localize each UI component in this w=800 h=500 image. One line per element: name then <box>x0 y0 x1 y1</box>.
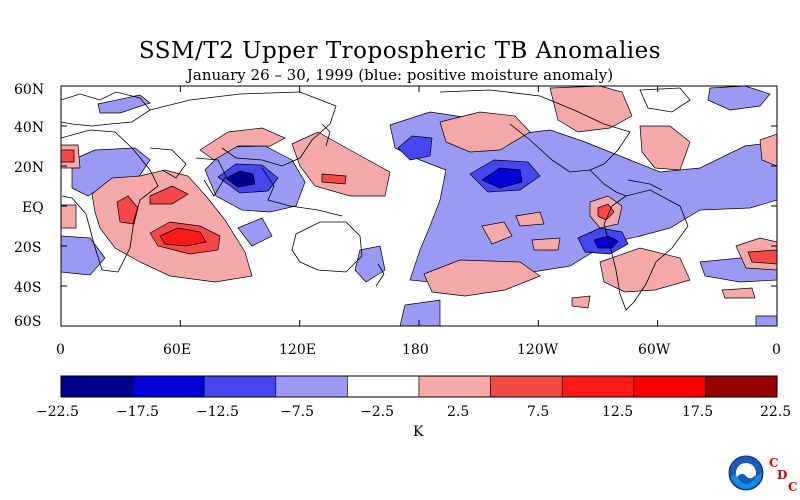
red-region <box>149 185 189 205</box>
lon-label: 120W <box>517 342 559 358</box>
colorbar-swatch <box>490 375 563 398</box>
noaa-logo[interactable] <box>728 455 764 491</box>
colorbar-tick-label: −22.5 <box>36 404 79 420</box>
blue-region <box>397 135 433 161</box>
blue-region <box>97 94 151 114</box>
lon-label: 0 <box>772 342 781 358</box>
anomaly-field <box>61 86 777 326</box>
blue-region <box>593 235 619 249</box>
cdc-letter: C <box>769 456 779 470</box>
lat-label: 20S <box>14 240 42 256</box>
red-region <box>549 86 633 133</box>
red-region <box>321 173 347 185</box>
map-title: SSM/T2 Upper Tropospheric TB Anomalies <box>138 38 662 64</box>
colorbar-tick-label: 22.5 <box>760 404 792 420</box>
red-region <box>61 149 75 163</box>
red-region <box>61 204 77 229</box>
caribbean-outline <box>627 179 663 191</box>
lat-label: 20N <box>14 160 45 176</box>
colorbar-tick-label: 7.5 <box>527 404 550 420</box>
red-region <box>597 203 615 221</box>
lat-label: EQ <box>22 200 44 216</box>
colorbar-tick-label: −17.5 <box>116 404 159 420</box>
red-region <box>531 237 561 251</box>
blue-region <box>354 245 386 283</box>
india-outline <box>195 157 227 197</box>
red-region <box>515 211 545 227</box>
africa-outline <box>61 129 159 273</box>
colorbar-tick-label: −7.5 <box>280 404 314 420</box>
japan-outline <box>321 123 331 147</box>
new-zealand-outline <box>375 263 385 287</box>
colorbar-tick-label: 2.5 <box>447 404 470 420</box>
se-asia-outline <box>261 167 343 217</box>
colorbar-tick-label: 17.5 <box>682 404 714 420</box>
colorbar-swatch <box>705 375 778 398</box>
lat-label: 40S <box>14 280 42 296</box>
blue-region <box>237 217 273 247</box>
blue-region <box>707 86 771 111</box>
blue-region <box>399 299 441 326</box>
red-region <box>571 295 591 309</box>
red-region <box>423 259 541 297</box>
red-region <box>199 127 286 161</box>
south-america-outline <box>603 189 689 311</box>
lon-label: 60E <box>163 342 192 358</box>
lat-label: 60S <box>14 314 42 330</box>
lat-label: 60N <box>14 82 45 98</box>
central-america-outline <box>589 169 627 197</box>
map-frame <box>60 85 778 327</box>
red-region <box>291 131 391 197</box>
colorbar-swatch <box>633 375 706 398</box>
red-region <box>481 221 513 245</box>
lon-label: 0 <box>56 342 65 358</box>
cdc-letter: C <box>788 480 798 494</box>
lon-label: 60W <box>638 342 671 358</box>
lon-label: 180 <box>402 342 429 358</box>
lat-label: 40N <box>14 120 45 136</box>
coastlines <box>61 87 691 311</box>
red-region <box>759 133 777 167</box>
red-region <box>159 227 207 247</box>
red-region <box>721 287 756 299</box>
greenland-outline <box>639 87 691 113</box>
lon-label: 120E <box>279 342 316 358</box>
blue-region <box>389 111 777 283</box>
colorbar-tick-label: −12.5 <box>196 404 239 420</box>
blue-region <box>755 315 777 326</box>
colorbar-swatch <box>203 375 277 398</box>
colorbar <box>60 375 778 398</box>
blue-region <box>225 170 256 188</box>
colorbar-swatch <box>60 375 133 398</box>
arabia-outline <box>149 147 187 179</box>
colorbar-swatch <box>418 375 491 398</box>
map-subtitle: January 26 – 30, 1999 (blue: positive mo… <box>186 66 614 84</box>
red-region <box>599 247 691 293</box>
colorbar-swatch <box>275 375 348 398</box>
colorbar-tick-label: −2.5 <box>360 404 394 420</box>
red-region <box>747 249 777 265</box>
blue-region <box>61 235 106 276</box>
colorbar-swatch <box>132 375 205 398</box>
red-region <box>639 125 691 171</box>
australia-outline <box>291 221 363 273</box>
colorbar-swatch <box>561 375 635 398</box>
colorbar-tick-label: 12.5 <box>602 404 634 420</box>
colorbar-swatch <box>347 375 420 398</box>
cdc-letter: D <box>777 468 788 482</box>
north-america-outline <box>439 89 631 173</box>
colorbar-unit: K <box>413 424 424 440</box>
blue-region <box>481 167 523 189</box>
red-region <box>439 111 531 153</box>
asia-outline <box>149 91 337 167</box>
red-region <box>116 195 139 225</box>
